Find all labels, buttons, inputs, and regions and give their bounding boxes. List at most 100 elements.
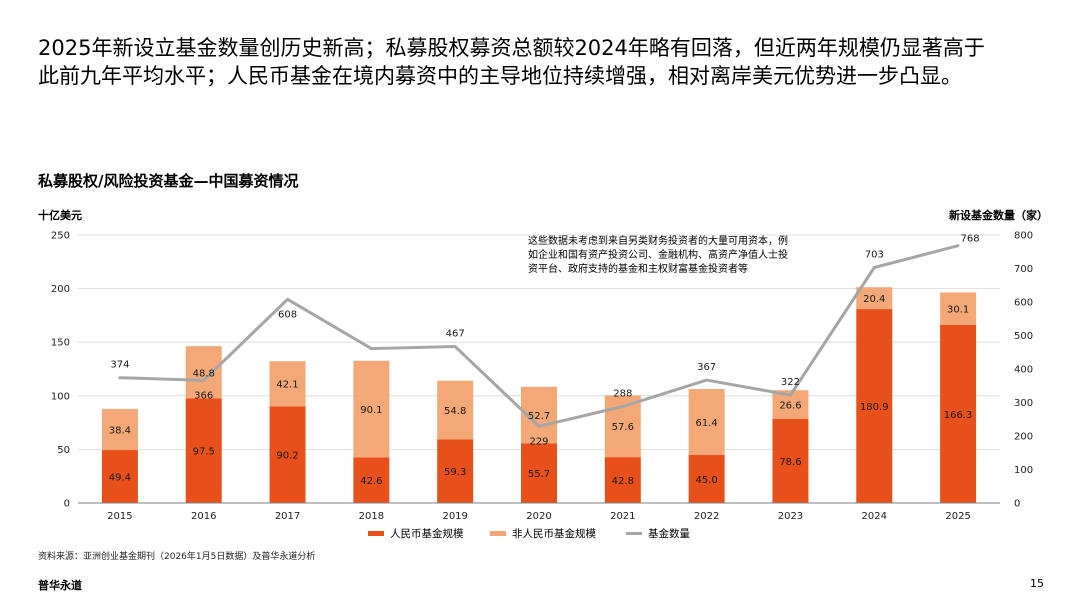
left-tick-label: 50 <box>57 445 70 456</box>
bar-non-rmb <box>940 292 977 325</box>
x-tick-label: 2019 <box>442 511 467 522</box>
x-tick-label: 2021 <box>610 511 635 522</box>
chart-annotation: 这些数据未考虑到来自另类财务投资者的大量可用资本，例如企业和国有资产投资公司、金… <box>528 236 788 275</box>
line-label-count: 366 <box>194 390 213 401</box>
line-label-count: 608 <box>278 309 297 320</box>
right-tick-label: 700 <box>1014 264 1033 275</box>
x-tick-label: 2018 <box>359 511 384 522</box>
bar-label-rmb: 49.4 <box>109 473 131 484</box>
chart-title: 私募股权/风险投资基金—中国募资情况 <box>38 172 299 190</box>
bar-label-non-rmb: 57.6 <box>612 422 634 433</box>
legend-item-rmb: 人民币基金规模 <box>368 526 464 541</box>
source-note: 资料来源：亚洲创业基金期刊（2026年1月5日数据）及普华永道分析 <box>38 552 316 562</box>
bar-label-rmb: 90.2 <box>276 451 298 462</box>
headline-line-2: 此前九年平均水平；人民币基金在境内募资中的主导地位持续增强，相对离岸美元优势进一… <box>38 64 962 88</box>
bar-rmb <box>269 406 306 503</box>
label-layer: 49.4 38.4 97.5 48.8 90.2 42.1 42.6 90.1 59.3 54.8… <box>109 234 980 487</box>
bar-label-rmb: 55.7 <box>528 469 550 480</box>
bar-rmb <box>101 450 138 503</box>
left-tick-label: 200 <box>51 284 70 295</box>
right-tick-label: 0 <box>1014 499 1020 510</box>
line-label-count: 229 <box>529 436 548 447</box>
bar-label-rmb: 42.6 <box>360 476 382 487</box>
bar-non-rmb <box>269 361 306 407</box>
bar-label-rmb: 166.3 <box>944 410 973 421</box>
right-tick-label: 600 <box>1014 298 1033 309</box>
legend-label-non-rmb: 非人民币基金规模 <box>512 528 596 540</box>
legend-swatch-count <box>626 532 642 535</box>
line-label-count: 374 <box>110 360 129 371</box>
bar-rmb <box>772 418 809 503</box>
bar-label-non-rmb: 20.4 <box>863 294 885 305</box>
bar-label-rmb: 78.6 <box>779 457 801 468</box>
bar-non-rmb <box>437 380 474 440</box>
legend-swatch-non-rmb <box>490 531 506 536</box>
right-tick-label: 200 <box>1014 432 1033 443</box>
x-tick-label: 2017 <box>275 511 300 522</box>
bar-non-rmb <box>101 408 138 451</box>
x-tick-label: 2024 <box>862 511 887 522</box>
bar-label-non-rmb: 61.4 <box>696 418 718 429</box>
x-tick-label: 2016 <box>191 511 216 522</box>
right-tick-label: 100 <box>1014 465 1033 476</box>
bar-non-rmb <box>185 346 222 399</box>
line-label-count: 288 <box>613 389 632 400</box>
legend-swatch-rmb <box>368 531 384 536</box>
bar-layer <box>101 287 977 503</box>
legend-item-non-rmb: 非人民币基金规模 <box>490 526 596 541</box>
bar-non-rmb <box>688 388 725 455</box>
bar-label-rmb: 59.3 <box>444 467 466 478</box>
bar-label-non-rmb: 42.1 <box>276 380 298 391</box>
bar-rmb <box>688 454 725 503</box>
bar-rmb <box>940 324 977 503</box>
line-label-count: 367 <box>697 362 716 373</box>
left-tick-label: 250 <box>51 231 70 242</box>
bar-non-rmb <box>856 287 893 310</box>
bar-label-non-rmb: 52.7 <box>528 411 550 422</box>
left-axis-unit: 十亿美元 <box>38 209 82 222</box>
bar-label-non-rmb: 26.6 <box>779 400 801 411</box>
bar-label-rmb: 42.8 <box>612 476 634 487</box>
line-label-count: 322 <box>781 377 800 388</box>
bar-label-non-rmb: 38.4 <box>109 425 131 436</box>
x-tick-label: 2025 <box>945 511 970 522</box>
x-tick-label: 2015 <box>107 511 132 522</box>
headline: 2025年新设立基金数量创历史新高；私募股权募资总额较2024年略有回落，但近两… <box>38 34 1048 90</box>
x-tick-label: 2022 <box>694 511 719 522</box>
legend-item-count: 基金数量 <box>626 526 690 541</box>
line-label-count: 703 <box>865 249 884 260</box>
right-tick-label: 400 <box>1014 365 1033 376</box>
axis-layer: 0 50 100 150 200 250 0 100 200 300 400 500 600 700 800… <box>51 231 1033 523</box>
bar-label-rmb: 180.9 <box>860 402 889 413</box>
bar-rmb <box>856 309 893 503</box>
bar-label-non-rmb: 48.8 <box>193 368 215 379</box>
right-tick-label: 800 <box>1014 231 1033 242</box>
right-axis-unit: 新设基金数量（家） <box>949 209 1048 222</box>
line-label-count: 768 <box>961 234 980 245</box>
right-tick-label: 500 <box>1014 331 1033 342</box>
left-tick-label: 0 <box>64 499 70 510</box>
bar-rmb <box>437 439 474 503</box>
bar-label-non-rmb: 54.8 <box>444 406 466 417</box>
legend-label-rmb: 人民币基金规模 <box>390 528 464 540</box>
legend-label-count: 基金数量 <box>648 528 690 540</box>
x-tick-label: 2023 <box>778 511 803 522</box>
headline-line-1: 2025年新设立基金数量创历史新高；私募股权募资总额较2024年略有回落，但近两… <box>38 36 985 60</box>
bar-rmb <box>521 443 557 503</box>
bar-label-non-rmb: 30.1 <box>947 305 969 316</box>
left-tick-label: 150 <box>51 338 70 349</box>
bar-rmb <box>604 457 641 503</box>
left-tick-label: 100 <box>51 391 70 402</box>
bar-label-non-rmb: 90.1 <box>360 405 382 416</box>
line-label-count: 467 <box>446 329 465 340</box>
right-tick-label: 300 <box>1014 398 1033 409</box>
bar-rmb <box>185 398 222 503</box>
bar-label-rmb: 45.0 <box>696 475 718 486</box>
chart-legend: 人民币基金规模 非人民币基金规模 基金数量 <box>0 526 1080 542</box>
bar-non-rmb <box>353 360 390 458</box>
bar-rmb <box>353 457 390 503</box>
bar-label-rmb: 97.5 <box>193 447 215 458</box>
line-layer <box>118 244 960 428</box>
x-tick-label: 2020 <box>526 511 551 522</box>
